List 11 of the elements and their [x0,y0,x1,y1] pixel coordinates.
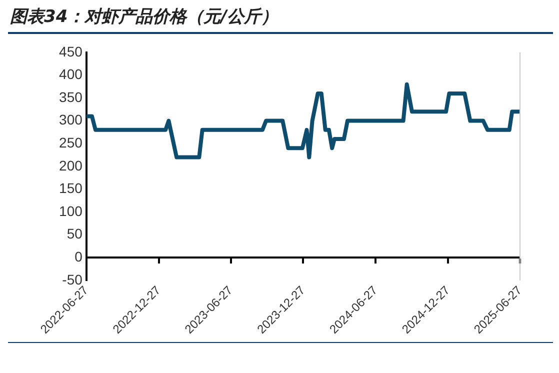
y-tick-label: 350 [59,88,83,105]
y-tick-label: 450 [59,43,83,60]
chart-title: 图表34：对虾产品价格（元/公斤） [10,6,278,28]
y-tick-label: 300 [59,112,83,128]
y-tick-label: 100 [59,202,83,219]
y-tick-label: 50 [66,226,83,242]
y-tick-label: 250 [59,134,83,150]
y-tick-label: 200 [59,157,83,174]
y-tick-label: 400 [59,66,83,82]
y-tick-label: 0 [74,248,83,264]
y-tick-label: 150 [59,180,83,196]
